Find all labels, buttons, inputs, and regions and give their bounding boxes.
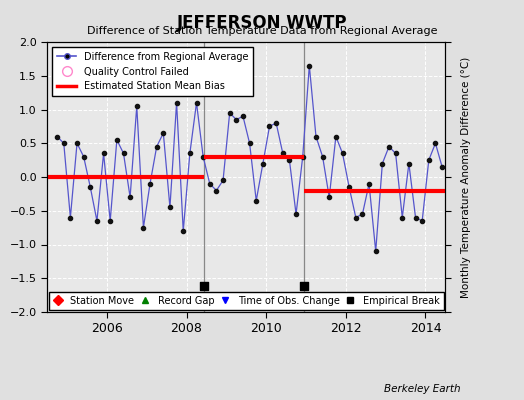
Point: [305, 62, 313, 69]
Point: [339, 150, 347, 156]
Point: [245, 140, 254, 146]
Point: [299, 154, 307, 160]
Point: [332, 133, 340, 140]
Point: [100, 150, 108, 156]
Point: [225, 110, 234, 116]
Point: [133, 103, 141, 109]
Point: [86, 184, 94, 190]
Point: [345, 184, 353, 190]
Point: [80, 154, 88, 160]
Point: [185, 150, 194, 156]
Text: Difference of Station Temperature Data from Regional Average: Difference of Station Temperature Data f…: [87, 26, 437, 36]
Point: [53, 133, 61, 140]
Point: [378, 160, 387, 167]
Point: [172, 100, 181, 106]
Point: [411, 214, 420, 221]
Point: [200, 283, 209, 290]
Point: [391, 150, 400, 156]
Point: [205, 180, 214, 187]
Point: [365, 180, 373, 187]
Y-axis label: Monthly Temperature Anomaly Difference (°C): Monthly Temperature Anomaly Difference (…: [461, 56, 472, 298]
Point: [93, 218, 101, 224]
Point: [405, 160, 413, 167]
Point: [212, 187, 221, 194]
Point: [239, 113, 247, 120]
Point: [159, 130, 168, 136]
Point: [192, 100, 201, 106]
Legend: Station Move, Record Gap, Time of Obs. Change, Empirical Break: Station Move, Record Gap, Time of Obs. C…: [49, 292, 443, 310]
Point: [272, 120, 280, 126]
Point: [146, 180, 154, 187]
Point: [312, 133, 320, 140]
Point: [424, 157, 433, 163]
Point: [166, 204, 174, 210]
Point: [265, 123, 274, 130]
Point: [300, 283, 308, 290]
Point: [219, 177, 227, 184]
Point: [113, 137, 121, 143]
Point: [438, 164, 446, 170]
Point: [73, 140, 81, 146]
Point: [259, 160, 267, 167]
Point: [385, 144, 393, 150]
Point: [319, 154, 327, 160]
Point: [232, 116, 241, 123]
Point: [152, 144, 161, 150]
Point: [139, 224, 148, 231]
Point: [179, 228, 188, 234]
Point: [199, 154, 208, 160]
Point: [119, 150, 128, 156]
Point: [66, 214, 74, 221]
Text: Berkeley Earth: Berkeley Earth: [385, 384, 461, 394]
Point: [398, 214, 407, 221]
Point: [418, 218, 427, 224]
Point: [60, 140, 68, 146]
Point: [285, 157, 293, 163]
Point: [372, 248, 380, 254]
Point: [352, 214, 360, 221]
Point: [431, 140, 440, 146]
Point: [325, 194, 333, 200]
Point: [252, 198, 260, 204]
Point: [106, 218, 114, 224]
Point: [126, 194, 134, 200]
Point: [279, 150, 287, 156]
Point: [292, 211, 300, 217]
Point: [358, 211, 367, 217]
Text: JEFFERSON WWTP: JEFFERSON WWTP: [177, 14, 347, 32]
